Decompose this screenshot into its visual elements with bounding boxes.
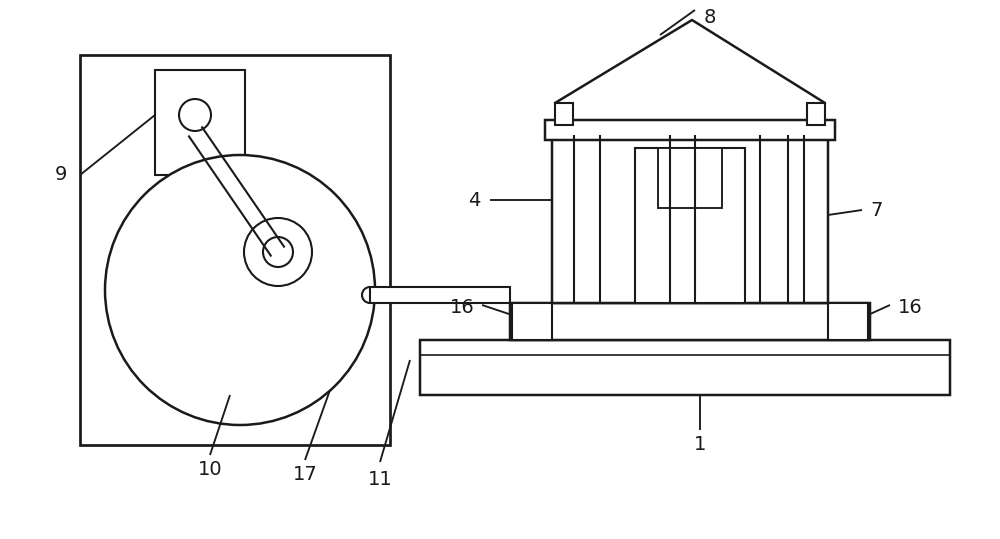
Bar: [828, 303, 868, 340]
Text: 8: 8: [704, 8, 716, 27]
Circle shape: [244, 218, 312, 286]
Circle shape: [362, 287, 378, 303]
Text: 10: 10: [198, 460, 222, 479]
Text: 4: 4: [468, 190, 480, 210]
Bar: [545, 120, 835, 140]
Bar: [555, 103, 573, 125]
Text: 9: 9: [55, 165, 67, 184]
Bar: [155, 70, 245, 175]
Bar: [512, 303, 552, 340]
Bar: [370, 287, 510, 303]
Text: 17: 17: [293, 465, 317, 484]
Bar: [635, 148, 745, 303]
Text: 16: 16: [898, 298, 923, 317]
Circle shape: [263, 237, 293, 267]
Bar: [552, 135, 828, 303]
Text: 1: 1: [694, 435, 706, 454]
Bar: [658, 148, 722, 208]
Text: 11: 11: [368, 470, 392, 489]
Text: 7: 7: [870, 201, 882, 219]
Circle shape: [179, 99, 211, 131]
Bar: [80, 55, 390, 445]
Bar: [807, 103, 825, 125]
Text: 16: 16: [450, 298, 475, 317]
Bar: [420, 340, 950, 395]
Bar: [510, 303, 870, 340]
Circle shape: [105, 155, 375, 425]
